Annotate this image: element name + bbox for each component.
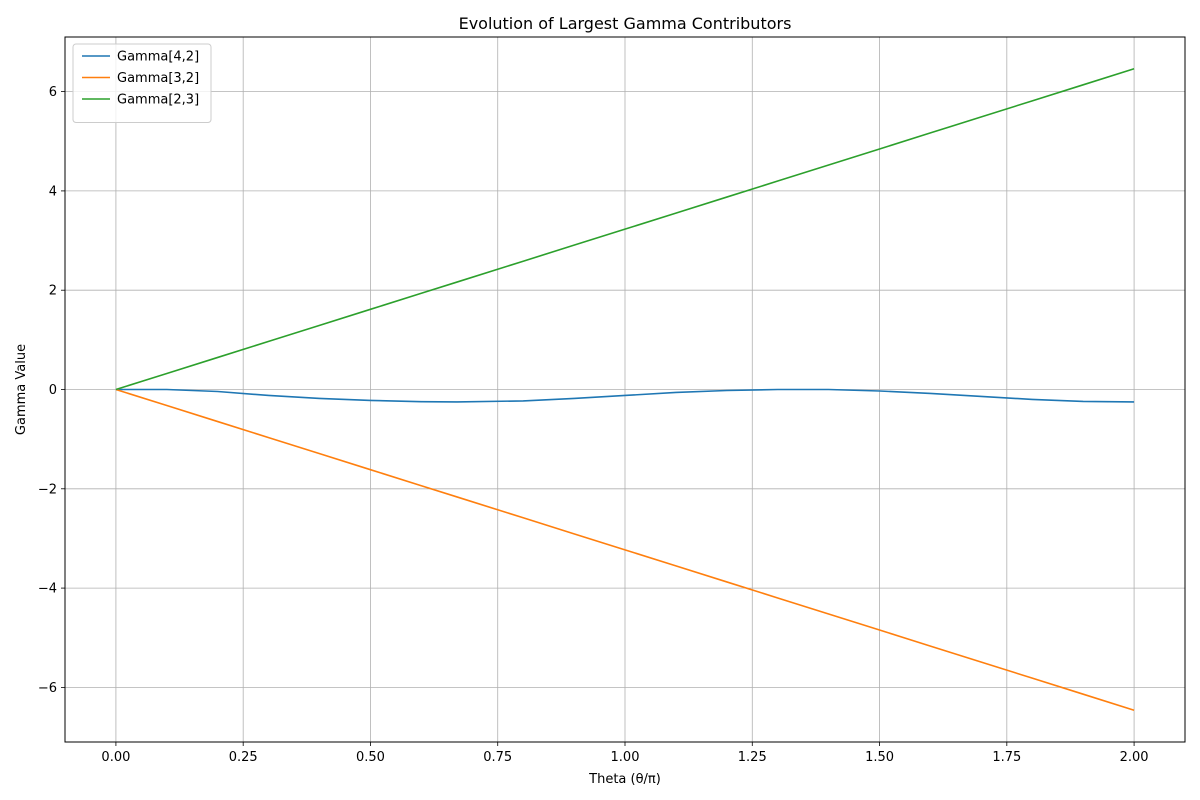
x-tick-label: 0.25: [229, 750, 258, 765]
y-tick-label: −4: [38, 582, 57, 597]
x-tick-label: 0.00: [101, 750, 130, 765]
x-tick-label: 0.75: [483, 750, 512, 765]
series-lines: [115, 68, 1135, 711]
y-tick-label: −6: [38, 681, 57, 696]
y-tick-label: −2: [38, 482, 57, 497]
y-tick-label: 2: [49, 284, 57, 299]
x-tick-label: 1.75: [992, 750, 1021, 765]
y-tick-label: 0: [49, 383, 57, 398]
legend-label: Gamma[4,2]: [117, 50, 199, 65]
legend-label: Gamma[2,3]: [117, 93, 199, 108]
legend-label: Gamma[3,2]: [117, 71, 199, 86]
legend-box: [72, 43, 212, 123]
chart-title: Evolution of Largest Gamma Contributors: [459, 14, 792, 33]
x-tick-label: 0.50: [356, 750, 385, 765]
x-tick-label: 1.50: [865, 750, 894, 765]
x-tick-label: 1.25: [738, 750, 767, 765]
y-axis-title: Gamma Value: [14, 344, 29, 435]
legend: Gamma[4,2] Gamma[3,2] Gamma[2,3]: [72, 43, 212, 123]
grid: [65, 37, 1185, 742]
x-tick-label: 2.00: [1120, 750, 1149, 765]
x-axis-title: Theta (θ/π): [588, 772, 661, 787]
axis-ticks: 0.00 0.25 0.50 0.75 1.00 1.25 1.50 1.75 2.00 −6 −4…: [38, 85, 1149, 765]
y-tick-label: 4: [49, 184, 57, 199]
series-line-0: [115, 388, 1135, 403]
series-line-1: [115, 388, 1135, 711]
y-tick-label: 6: [49, 85, 57, 100]
series-line-2: [115, 68, 1135, 391]
x-tick-label: 1.00: [611, 750, 640, 765]
